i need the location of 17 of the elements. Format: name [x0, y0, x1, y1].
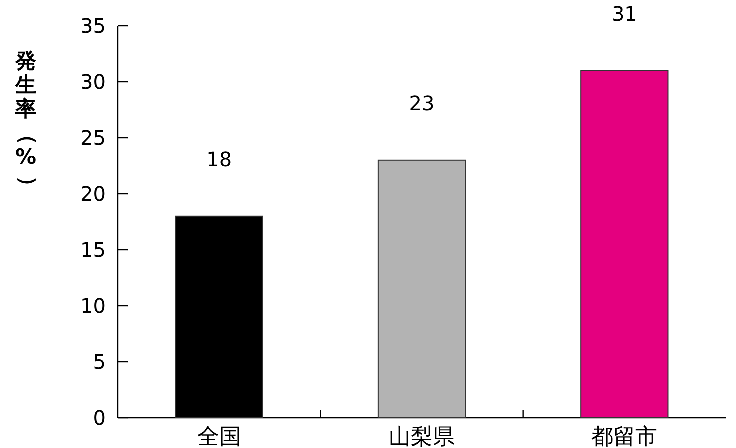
y-tick-label: 30	[80, 70, 106, 94]
x-tick-label: 都留市	[592, 425, 658, 448]
y-tick-label: 0	[93, 406, 106, 430]
bar	[580, 70, 669, 418]
y-tick-label: 35	[80, 14, 106, 38]
y-axis-title: 発生率（%）	[14, 49, 40, 197]
data-label: 31	[612, 2, 638, 26]
y-tick-label: 20	[80, 182, 106, 206]
x-tick-label: 山梨県	[389, 425, 455, 448]
y-tick-label: 5	[93, 350, 106, 374]
y-tick-label: 10	[80, 294, 106, 318]
data-label: 18	[206, 147, 232, 172]
data-label: 23	[409, 91, 435, 116]
bar	[378, 160, 466, 418]
y-tick-label: 15	[80, 238, 106, 262]
y-tick-label: 25	[80, 126, 106, 150]
x-tick-label: 全国	[197, 425, 242, 448]
